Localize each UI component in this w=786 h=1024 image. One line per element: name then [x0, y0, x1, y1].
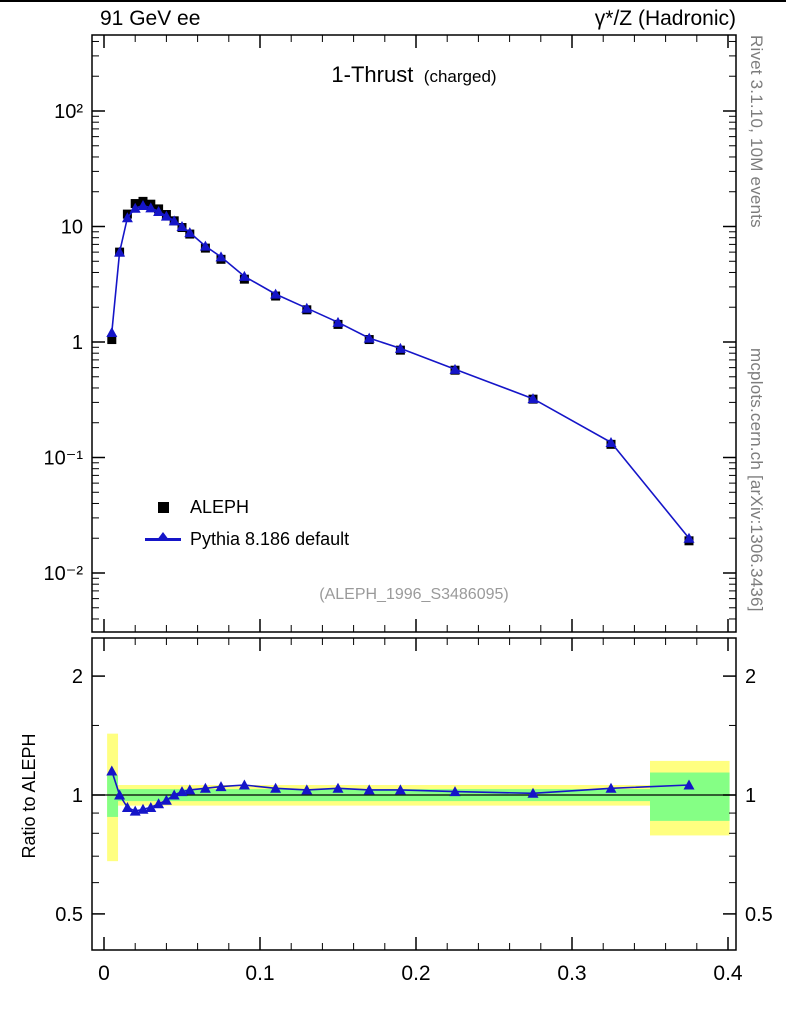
pythia-triangle-line-marker-icon: [145, 531, 181, 541]
data-point-triangle: [215, 251, 227, 262]
data-point-triangle: [683, 779, 695, 790]
legend-item-pythia: Pythia 8.186 default: [144, 528, 349, 550]
tick-label: 1: [72, 332, 83, 354]
tick-label: 1: [745, 785, 756, 807]
data-point-triangle: [363, 784, 375, 795]
data-point-triangle: [449, 363, 461, 374]
data-point-triangle: [394, 342, 406, 353]
analysis-reference-label: (ALEPH_1996_S3486095): [319, 586, 509, 603]
data-point-triangle: [184, 784, 196, 795]
main-panel-frame: [91, 34, 737, 633]
legend-label-pythia: Pythia 8.186 default: [190, 528, 350, 549]
series-aleph: [107, 196, 694, 546]
plot-title-sub: (charged): [423, 67, 497, 86]
data-point-triangle: [184, 227, 196, 238]
plot-title: 1-Thrust (charged): [92, 62, 736, 88]
legend-item-aleph: ALEPH: [144, 496, 349, 518]
data-point-triangle: [137, 199, 149, 210]
data-point-triangle: [145, 202, 157, 213]
data-point-triangle: [153, 798, 165, 809]
data-point-triangle: [683, 532, 695, 543]
tick-label: 0.3: [557, 962, 586, 985]
tick-label: 0.5: [55, 904, 83, 926]
data-point-triangle: [270, 782, 282, 793]
data-point-triangle: [199, 782, 211, 793]
data-point-triangle: [114, 789, 126, 800]
tick-label: 10⁻²: [44, 563, 84, 585]
data-point-triangle: [270, 288, 282, 299]
data-point-triangle: [605, 782, 617, 793]
tick-label: 1: [72, 785, 83, 807]
data-point-triangle: [160, 210, 172, 221]
data-point-triangle: [363, 332, 375, 343]
data-point-triangle: [176, 221, 188, 231]
data-point-triangle: [238, 779, 250, 790]
beam-energy-label: 91 GeV ee: [100, 7, 201, 30]
data-point-triangle: [106, 326, 118, 337]
data-point-triangle: [332, 782, 344, 793]
data-point-triangle: [168, 789, 180, 800]
data-point-triangle: [238, 270, 250, 281]
tick-label: 0.1: [245, 962, 274, 985]
axis-ticks: [92, 35, 736, 950]
tick-label: 2: [745, 666, 756, 688]
tick-label: 10²: [54, 101, 83, 123]
data-point-triangle: [129, 202, 141, 213]
data-point-triangle: [449, 786, 461, 797]
data-point-triangle: [106, 765, 118, 776]
pythia-marker-cell: [144, 531, 182, 541]
data-point-triangle: [527, 393, 539, 404]
series-pythia-line: [111, 204, 690, 539]
panel-frames: [91, 34, 737, 951]
data-point-triangle: [160, 794, 172, 805]
data-point-triangle: [605, 436, 617, 447]
data-point-triangle: [199, 240, 211, 251]
data-point-triangle: [215, 781, 227, 792]
aleph-square-marker-icon: [157, 501, 169, 513]
process-label: γ*/Z (Hadronic): [594, 7, 736, 30]
data-point-triangle: [332, 316, 344, 327]
data-point-triangle: [394, 784, 406, 795]
plot-title-main: 1-Thrust: [331, 62, 414, 87]
tick-label: 0: [98, 962, 110, 985]
data-point-triangle: [121, 212, 133, 223]
legend-label-aleph: ALEPH: [190, 496, 250, 517]
legend: ALEPH Pythia 8.186 default: [144, 496, 349, 560]
rivet-version-watermark: Rivet 3.1.10, 10M events: [747, 35, 766, 228]
green-band: [650, 772, 730, 821]
data-point-triangle: [145, 801, 157, 812]
data-point-triangle: [114, 246, 126, 257]
ratio-axis-label: Ratio to ALEPH: [19, 733, 39, 859]
axis-tick-labels: 0 0.1 0.2 0.3 0.4 10² 10 1 10⁻¹ 10⁻² 2 2 1 1 0.5 0.5: [44, 101, 773, 985]
tick-label: 10: [61, 217, 83, 239]
ratio-uncertainty-bands: [107, 733, 730, 862]
aleph-marker-cell: [144, 501, 182, 513]
data-point-triangle: [153, 205, 165, 216]
green-band: [107, 775, 119, 817]
tick-label: 10⁻¹: [44, 448, 84, 470]
data-point-triangle: [301, 784, 313, 795]
ratio-panel-frame: [91, 637, 737, 951]
tick-label: 0.2: [401, 962, 430, 985]
data-point-triangle: [121, 801, 133, 812]
data-point-triangle: [176, 786, 188, 797]
data-point-triangle: [527, 787, 539, 798]
tick-label: 0.4: [713, 962, 743, 985]
tick-label: 0.5: [745, 904, 773, 926]
series-ratio-pythia: [106, 765, 695, 816]
series-pythia: [106, 199, 695, 543]
data-point-triangle: [168, 215, 180, 226]
data-point-triangle: [301, 302, 313, 313]
mcplots-watermark: mcplots.cern.ch [arXiv:1306.3436]: [747, 348, 766, 612]
top-rule: [0, 0, 786, 2]
data-point-square: [107, 335, 117, 345]
tick-label: 2: [72, 666, 83, 688]
